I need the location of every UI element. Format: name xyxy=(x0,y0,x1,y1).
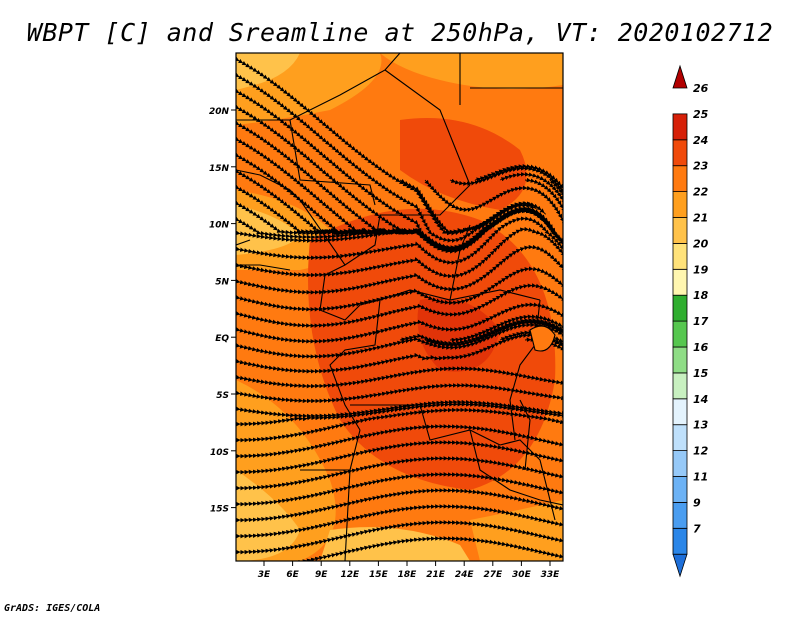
colorbar-label: 17 xyxy=(693,315,709,328)
lon-label: 3E xyxy=(258,570,271,580)
colorbar-label: 26 xyxy=(693,82,709,95)
colorbar-box xyxy=(672,450,688,477)
map-frame xyxy=(235,52,564,562)
lon-label: 30E xyxy=(512,570,532,580)
colorbar-box xyxy=(672,320,688,348)
colorbar-label: 14 xyxy=(693,393,708,406)
colorbar-box xyxy=(672,346,688,374)
colorbar-box xyxy=(672,476,688,503)
colorbar-label: 19 xyxy=(693,263,709,276)
lat-label: 20N xyxy=(209,107,230,117)
lon-label: 6E xyxy=(286,570,299,580)
colorbar-box xyxy=(672,139,688,167)
latitude-labels: 20N 15N 10N 5N EQ 5S 10S 15S xyxy=(209,107,236,515)
colorbar-label: 22 xyxy=(693,186,709,199)
colorbar xyxy=(672,64,688,578)
colorbar-box xyxy=(672,372,688,400)
colorbar-label: 16 xyxy=(693,341,709,354)
lon-label: 15E xyxy=(369,570,389,580)
lon-label: 18E xyxy=(398,570,418,580)
lat-label: 10S xyxy=(210,448,229,458)
lon-label: 33E xyxy=(541,570,561,580)
colorbar-box xyxy=(672,501,688,529)
streamline xyxy=(474,319,563,342)
colorbar-label: 25 xyxy=(693,108,709,121)
colorbar-box xyxy=(672,217,688,244)
lon-label: 9E xyxy=(315,570,328,580)
lat-label: 15N xyxy=(209,164,230,174)
colorbar-box xyxy=(672,527,688,555)
colorbar-min-arrow xyxy=(672,553,688,578)
map-field xyxy=(230,40,563,561)
colorbar-box xyxy=(672,398,688,426)
colorbar-box xyxy=(672,424,688,452)
colorbar-box xyxy=(672,268,688,296)
colorbar-label: 24 xyxy=(693,134,708,147)
colorbar-label: 18 xyxy=(693,289,709,302)
longitude-labels: 3E 6E 9E 12E 15E 18E 21E 24E 27E 30E 33E xyxy=(258,561,560,580)
streamline xyxy=(230,40,234,42)
lon-label: 27E xyxy=(483,570,503,580)
lon-label: 21E xyxy=(426,570,446,580)
lat-label: 5S xyxy=(216,391,229,401)
colorbar-label: 9 xyxy=(693,496,701,509)
colorbar-label: 7 xyxy=(693,522,701,535)
lon-label: 24E xyxy=(455,570,475,580)
colorbar-box xyxy=(672,191,688,218)
streamline xyxy=(549,179,563,207)
lat-label: 5N xyxy=(215,277,229,287)
lat-label: EQ xyxy=(215,334,229,344)
colorbar-box xyxy=(672,165,688,192)
colorbar-label: 21 xyxy=(693,212,708,225)
lon-label: 12E xyxy=(340,570,360,580)
streamline xyxy=(549,338,563,350)
colorbar-label: 11 xyxy=(693,471,708,484)
colorbar-label: 23 xyxy=(693,160,709,173)
colorbar-label: 12 xyxy=(693,445,709,458)
footer-credit: GrADS: IGES/COLA xyxy=(4,603,101,614)
streamline xyxy=(236,536,563,561)
colorbar-label: 20 xyxy=(693,237,709,250)
colorbar-box xyxy=(672,242,688,270)
colorbar-box xyxy=(672,113,688,141)
colorbar-label: 13 xyxy=(693,419,709,432)
lat-label: 10N xyxy=(209,221,230,231)
map-title: WBPT [C] and Sreamline at 250hPa, VT: 20… xyxy=(26,18,774,47)
lat-label: 15S xyxy=(210,505,229,515)
colorbar-max-arrow xyxy=(672,64,688,89)
colorbar-label: 15 xyxy=(693,367,709,380)
colorbar-box xyxy=(672,294,688,322)
colorbar-labels: 7 9 11 12 13 14 15 16 17 18 19 20 21 22 23 24 25 26 xyxy=(693,82,709,535)
